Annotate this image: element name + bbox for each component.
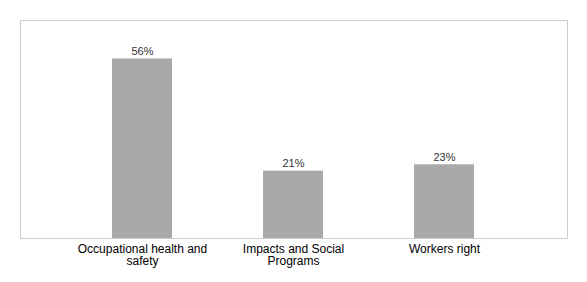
- svg-text:Workers right: Workers right: [409, 242, 481, 256]
- svg-text:56%: 56%: [131, 45, 153, 57]
- svg-text:Impacts and SocialPrograms: Impacts and SocialPrograms: [243, 242, 344, 268]
- svg-text:Occupational health andsafety: Occupational health andsafety: [78, 242, 207, 268]
- svg-text:23%: 23%: [433, 151, 455, 163]
- svg-text:21%: 21%: [282, 157, 304, 169]
